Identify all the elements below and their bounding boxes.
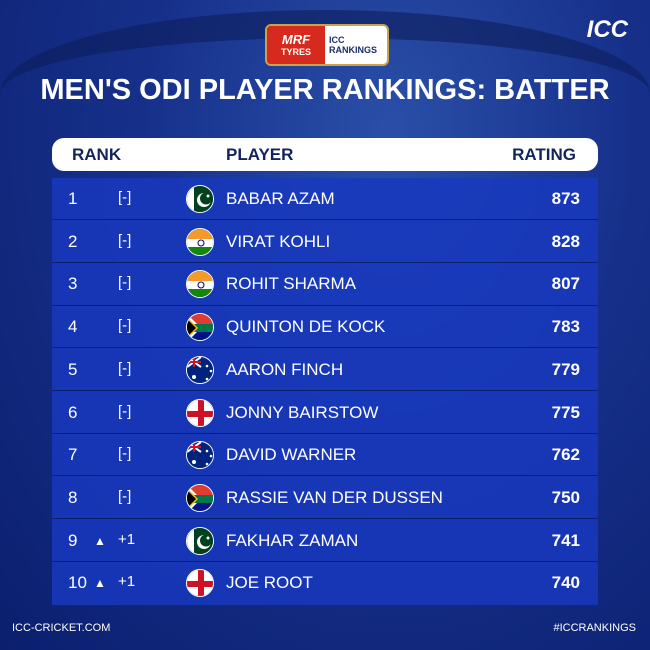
player-name: ROHIT SHARMA [226, 274, 357, 294]
table-row: 5 [-] AARON FINCH 779 [52, 349, 598, 392]
rank: 1 [68, 189, 78, 208]
rating: 873 [551, 189, 580, 208]
rank: 4 [68, 317, 78, 337]
rank: 7 [68, 445, 78, 465]
table-row: 6 [-] JONNY BAIRSTOW 775 [52, 392, 598, 434]
rank: 5 [68, 359, 78, 379]
player-name: RASSIE VAN DER DUSSEN [226, 487, 443, 507]
footer-website: ICC-CRICKET.COM [12, 622, 111, 634]
player-name: FAKHAR ZAMAN [226, 530, 359, 550]
rank-change: [-] [118, 189, 132, 206]
icc-small: ICC [329, 35, 345, 45]
rank: 6 [68, 402, 78, 422]
rating: 779 [551, 359, 580, 379]
rank-change: +1 [118, 573, 136, 591]
table-row: 7 [-] DAVID WARNER 762 [52, 434, 598, 477]
player-name: JONNY BAIRSTOW [226, 402, 379, 422]
rating: 750 [551, 487, 580, 507]
table-row: 3 [-] ROHIT SHARMA 807 [52, 263, 598, 306]
england-flag-icon [186, 569, 214, 598]
rank-change: [-] [118, 487, 132, 505]
rankings-label: RANKINGS [329, 45, 378, 55]
table-row: 2 [-] VIRAT KOHLI 828 [52, 221, 598, 263]
rank: 2 [68, 231, 78, 251]
rankings-table: 1 [-] BABAR AZAM 873 2 [-] VIRAT KOHLI 828 3 [-] R… [52, 178, 598, 605]
australia-flag-icon [186, 441, 214, 470]
rank-change: [-] [118, 231, 132, 249]
rating: 783 [551, 317, 580, 337]
player-name: BABAR AZAM [226, 189, 335, 208]
rating: 807 [551, 274, 580, 294]
rank-up-arrow-icon: ▲ [94, 533, 106, 548]
india-flag-icon [186, 227, 214, 256]
india-flag-icon [186, 270, 214, 299]
table-row: 4 [-] QUINTON DE KOCK 783 [52, 306, 598, 349]
rank: 3 [68, 274, 78, 294]
rank-change: [-] [118, 274, 132, 292]
rank: 8 [68, 487, 78, 507]
table-header: RANK PLAYER RATING [52, 138, 598, 171]
south-africa-flag-icon [186, 483, 214, 512]
rating: 775 [551, 402, 580, 422]
footer-hashtag: #ICCRANKINGS [553, 622, 636, 634]
icc-logo: ICC [586, 16, 628, 43]
pakistan-flag-icon [186, 185, 214, 213]
rank-change: [-] [118, 317, 132, 335]
player-name: DAVID WARNER [226, 445, 357, 465]
player-name: QUINTON DE KOCK [226, 317, 386, 337]
player-name: AARON FINCH [226, 359, 344, 379]
header-rating: RATING [512, 145, 576, 164]
sponsor-sub: TYRES [280, 47, 311, 57]
page-title: MEN'S ODI PLAYER RANKINGS: BATTER [40, 74, 610, 106]
player-name: VIRAT KOHLI [226, 231, 331, 251]
rank: 10 [68, 573, 87, 593]
header-player: PLAYER [226, 145, 294, 164]
england-flag-icon [186, 398, 214, 427]
table-row: 9 ▲ +1 FAKHAR ZAMAN 741 [52, 520, 598, 562]
australia-flag-icon [186, 355, 214, 384]
rating: 741 [551, 530, 580, 550]
rating: 740 [551, 573, 580, 593]
table-row: 8 [-] RASSIE VAN DER DUSSEN 750 [52, 477, 598, 520]
rating: 762 [551, 445, 580, 465]
rank: 9 [68, 530, 78, 550]
rating: 828 [551, 231, 580, 251]
header-rank: RANK [72, 145, 122, 164]
player-name: JOE ROOT [226, 573, 313, 593]
table-row: 1 [-] BABAR AZAM 873 [52, 178, 598, 221]
rank-change: +1 [118, 530, 136, 548]
sponsor-name: MRF [281, 32, 311, 47]
rank-change: [-] [118, 445, 132, 463]
pakistan-flag-icon [186, 526, 214, 555]
rank-change: [-] [118, 359, 132, 377]
mrf-icc-rankings-logo: MRF TYRES ICC RANKINGS [265, 24, 389, 66]
rank-up-arrow-icon: ▲ [94, 576, 106, 591]
south-africa-flag-icon [186, 313, 214, 342]
table-row: 10 ▲ +1 JOE ROOT 740 [52, 562, 598, 604]
rank-change: [-] [118, 402, 132, 420]
